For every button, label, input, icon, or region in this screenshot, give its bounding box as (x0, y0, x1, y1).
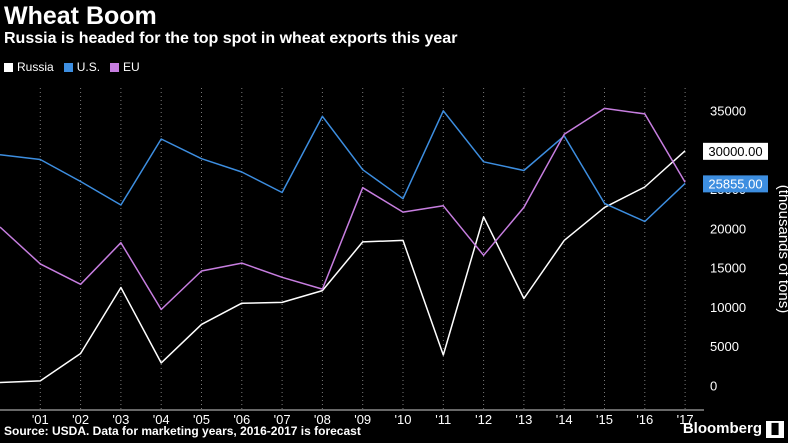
x-tick-label: '03 (112, 412, 129, 427)
x-tick-label: '14 (556, 412, 573, 427)
x-tick-label: '08 (314, 412, 331, 427)
brand-name: Bloomberg (682, 420, 762, 437)
legend-label: Russia (17, 60, 54, 74)
y-tick-label: 15000 (710, 261, 746, 276)
x-tick-label: '05 (193, 412, 210, 427)
legend-item: U.S. (63, 60, 101, 74)
x-tick-label: '09 (354, 412, 371, 427)
series-line-eu (0, 107, 686, 311)
y-tick-label: 35000 (710, 104, 746, 119)
x-tick-label: '01 (32, 412, 49, 427)
legend-swatch (63, 62, 73, 72)
x-tick-label: '12 (475, 412, 492, 427)
x-tick-label: '10 (395, 412, 412, 427)
x-tick-label: '02 (72, 412, 89, 427)
value-callout-box (703, 142, 768, 160)
y-tick-label: 0 (710, 378, 717, 393)
value-callout-label: 25855.00 (708, 176, 762, 191)
x-tick-label: '06 (233, 412, 250, 427)
x-tick-label: '17 (677, 412, 694, 427)
source-note: Source: USDA. Data for marketing years, … (4, 424, 361, 438)
legend-swatch (110, 62, 120, 72)
legend-swatch (4, 62, 13, 72)
x-tick-label: '07 (274, 412, 291, 427)
y-tick-label: 5000 (710, 339, 739, 354)
series-line-russia (0, 150, 686, 384)
value-callout-label: 30000.00 (708, 144, 762, 159)
value-callout-box (703, 175, 768, 193)
x-tick-label: '11 (435, 412, 451, 427)
terminal-icon: █ (766, 421, 784, 438)
legend-label: U.S. (76, 60, 101, 74)
x-tick-label: '15 (596, 412, 613, 427)
y-axis-label: (thousands of tons) (775, 185, 788, 313)
chart-subtitle: Russia is headed for the top spot in whe… (4, 30, 458, 47)
legend: Russia U.S. EU (4, 60, 140, 74)
series-line-us (0, 110, 686, 223)
x-tick-label: '13 (515, 412, 532, 427)
legend-item: Russia (4, 60, 54, 74)
x-tick-label: '04 (153, 412, 170, 427)
y-tick-label: 20000 (710, 221, 746, 236)
legend-label: EU (123, 60, 140, 74)
x-tick-label: '16 (636, 412, 653, 427)
y-tick-label: 10000 (710, 300, 746, 315)
legend-item: EU (110, 60, 140, 74)
chart-title: Wheat Boom (4, 2, 157, 30)
